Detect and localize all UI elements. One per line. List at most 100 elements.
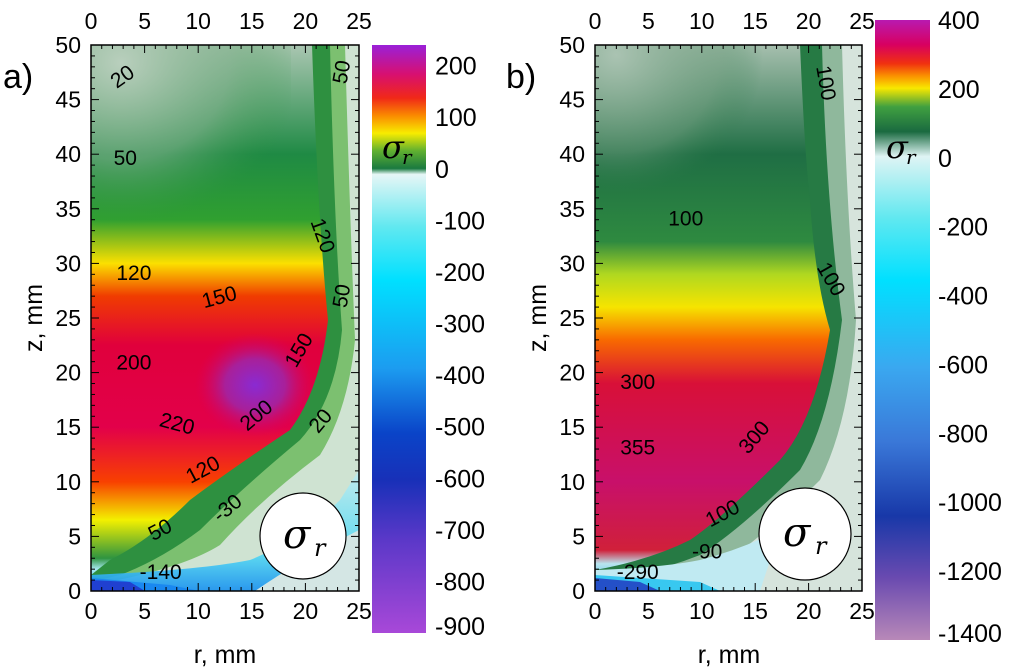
panel-b-xlabel: r, mm	[698, 641, 761, 669]
contour-label: 50	[329, 282, 356, 309]
y-tick-label: 45	[55, 87, 81, 113]
contour-label: -140	[140, 561, 182, 584]
panel-a-colorbar: 200 100 0 -100 -200 -300 -400 -500 -600 -700 -800 -…	[372, 45, 485, 641]
y-tick-label: 35	[55, 196, 81, 222]
top-tick-label: 25	[849, 8, 875, 34]
panel-b-label: b)	[506, 58, 536, 96]
x-tick-label: 20	[293, 598, 319, 624]
panel-a-badge-symbol: σ	[283, 512, 312, 558]
colorbar-tick-label: -600	[435, 465, 485, 493]
y-tick-label: 40	[55, 141, 81, 167]
colorbar-tick-label: -100	[435, 207, 485, 235]
colorbar-tick-label: 0	[435, 156, 449, 184]
y-tick-label: 0	[572, 578, 585, 604]
contour-label: 50	[114, 147, 137, 170]
panel-a-badge-subscript: r	[314, 534, 327, 562]
panel-b-sigma-badge: σ r	[758, 487, 852, 581]
y-tick-label: 10	[55, 469, 81, 495]
y-tick-label: 50	[55, 32, 81, 58]
x-tick-label: 25	[346, 598, 372, 624]
contour-label: 355	[620, 437, 655, 460]
y-tick-label: 25	[55, 305, 81, 331]
panel-a: 0 5 10 15 20 25 0 5 10 15 20 25 0 5 10 15 20 25 30 35 40 45 50…	[3, 8, 485, 669]
top-tick-label: 20	[293, 8, 319, 34]
x-tick-label: 10	[689, 598, 715, 624]
contour-label: -290	[617, 561, 659, 584]
top-tick-label: 15	[742, 8, 768, 34]
panel-b-axes: 0 5 10 15 20 25 0 5 10 15 20 25 0 5 10 15 20 25 30 35 40 45 50	[559, 8, 874, 624]
colorbar-tick-label: 0	[938, 145, 952, 173]
x-tick-label: 5	[138, 598, 151, 624]
panel-a-colorbar-ticks: 200 100 0 -100 -200 -300 -400 -500 -600 -700 -800 -…	[435, 53, 485, 641]
top-tick-label: 5	[642, 8, 655, 34]
panel-b: 0 5 10 15 20 25 0 5 10 15 20 25 0 5 10 15 20 25 30 35 40 45 50…	[506, 7, 1002, 669]
colorbar-tick-label: -400	[435, 362, 485, 390]
panel-a-xlabel: r, mm	[194, 641, 257, 669]
contour-label: 300	[620, 371, 655, 394]
y-tick-label: 20	[559, 360, 585, 386]
colorbar-tick-label: -800	[435, 568, 485, 596]
panel-a-ylabel: z, mm	[20, 284, 48, 352]
contour-label: -90	[692, 540, 722, 563]
colorbar-tick-label: -400	[938, 283, 988, 311]
x-tick-label: 10	[185, 598, 211, 624]
contour-label: 100	[668, 207, 703, 230]
panel-a-colorbar-subscript: r	[402, 145, 413, 169]
top-tick-label: 0	[589, 8, 602, 34]
colorbar-tick-label: -700	[435, 517, 485, 545]
y-tick-label: 5	[68, 523, 81, 549]
top-tick-label: 10	[689, 8, 715, 34]
panel-b-ylabel: z, mm	[524, 284, 552, 352]
panel-b-colorbar-subscript: r	[906, 145, 917, 169]
y-tick-label: 5	[572, 523, 585, 549]
x-tick-label: 15	[742, 598, 768, 624]
contour-label: 200	[116, 351, 151, 374]
colorbar-tick-label: -900	[435, 613, 485, 641]
colorbar-tick-label: 200	[938, 76, 980, 104]
x-tick-label: 5	[642, 598, 655, 624]
colorbar-tick-label: -800	[938, 420, 988, 448]
y-tick-label: 15	[55, 414, 81, 440]
panel-a-axes: 0 5 10 15 20 25 0 5 10 15 20 25 0 5 10 15 20 25 30 35 40 45 50	[55, 8, 371, 624]
y-tick-label: 30	[55, 250, 81, 276]
y-tick-label: 45	[559, 87, 585, 113]
x-tick-label: 25	[849, 598, 875, 624]
panel-b-colorbar: 400 200 0 -200 -400 -600 -800 -1000 -1200 -1400 σ…	[875, 7, 1002, 648]
panel-a-label: a)	[3, 58, 33, 96]
colorbar-tick-label: -1000	[938, 489, 1002, 517]
top-tick-label: 20	[796, 8, 822, 34]
colorbar-tick-label: -200	[435, 259, 485, 287]
y-tick-label: 40	[559, 141, 585, 167]
colorbar-tick-label: -1400	[938, 620, 1002, 648]
y-tick-label: 0	[68, 578, 81, 604]
y-tick-label: 20	[55, 360, 81, 386]
colorbar-tick-label: 100	[435, 104, 477, 132]
x-tick-label: 0	[85, 598, 98, 624]
contour-label: 50	[329, 59, 356, 86]
colorbar-tick-label: -1200	[938, 558, 1002, 586]
panel-a-colorbar-symbol: σ	[382, 128, 405, 166]
top-tick-label: 0	[85, 8, 98, 34]
panel-a-sigma-badge: σ r	[259, 492, 347, 580]
panel-b-colorbar-ticks: 400 200 0 -200 -400 -600 -800 -1000 -1200 -1400	[938, 7, 1002, 648]
top-tick-label: 25	[346, 8, 372, 34]
colorbar-tick-label: -200	[938, 214, 988, 242]
panel-b-badge-symbol: σ	[783, 510, 812, 556]
y-tick-label: 15	[559, 414, 585, 440]
colorbar-tick-label: -500	[435, 414, 485, 442]
contour-label: 120	[116, 262, 151, 285]
x-tick-label: 20	[796, 598, 822, 624]
colorbar-tick-label: -600	[938, 351, 988, 379]
x-tick-label: 0	[589, 598, 602, 624]
top-tick-label: 15	[239, 8, 265, 34]
y-tick-label: 25	[559, 305, 585, 331]
panel-b-colorbar-symbol: σ	[886, 128, 909, 166]
y-tick-label: 30	[559, 250, 585, 276]
top-tick-label: 5	[138, 8, 151, 34]
panel-b-badge-subscript: r	[815, 532, 828, 560]
top-tick-label: 10	[185, 8, 211, 34]
y-tick-label: 50	[559, 32, 585, 58]
colorbar-tick-label: 200	[435, 53, 477, 81]
